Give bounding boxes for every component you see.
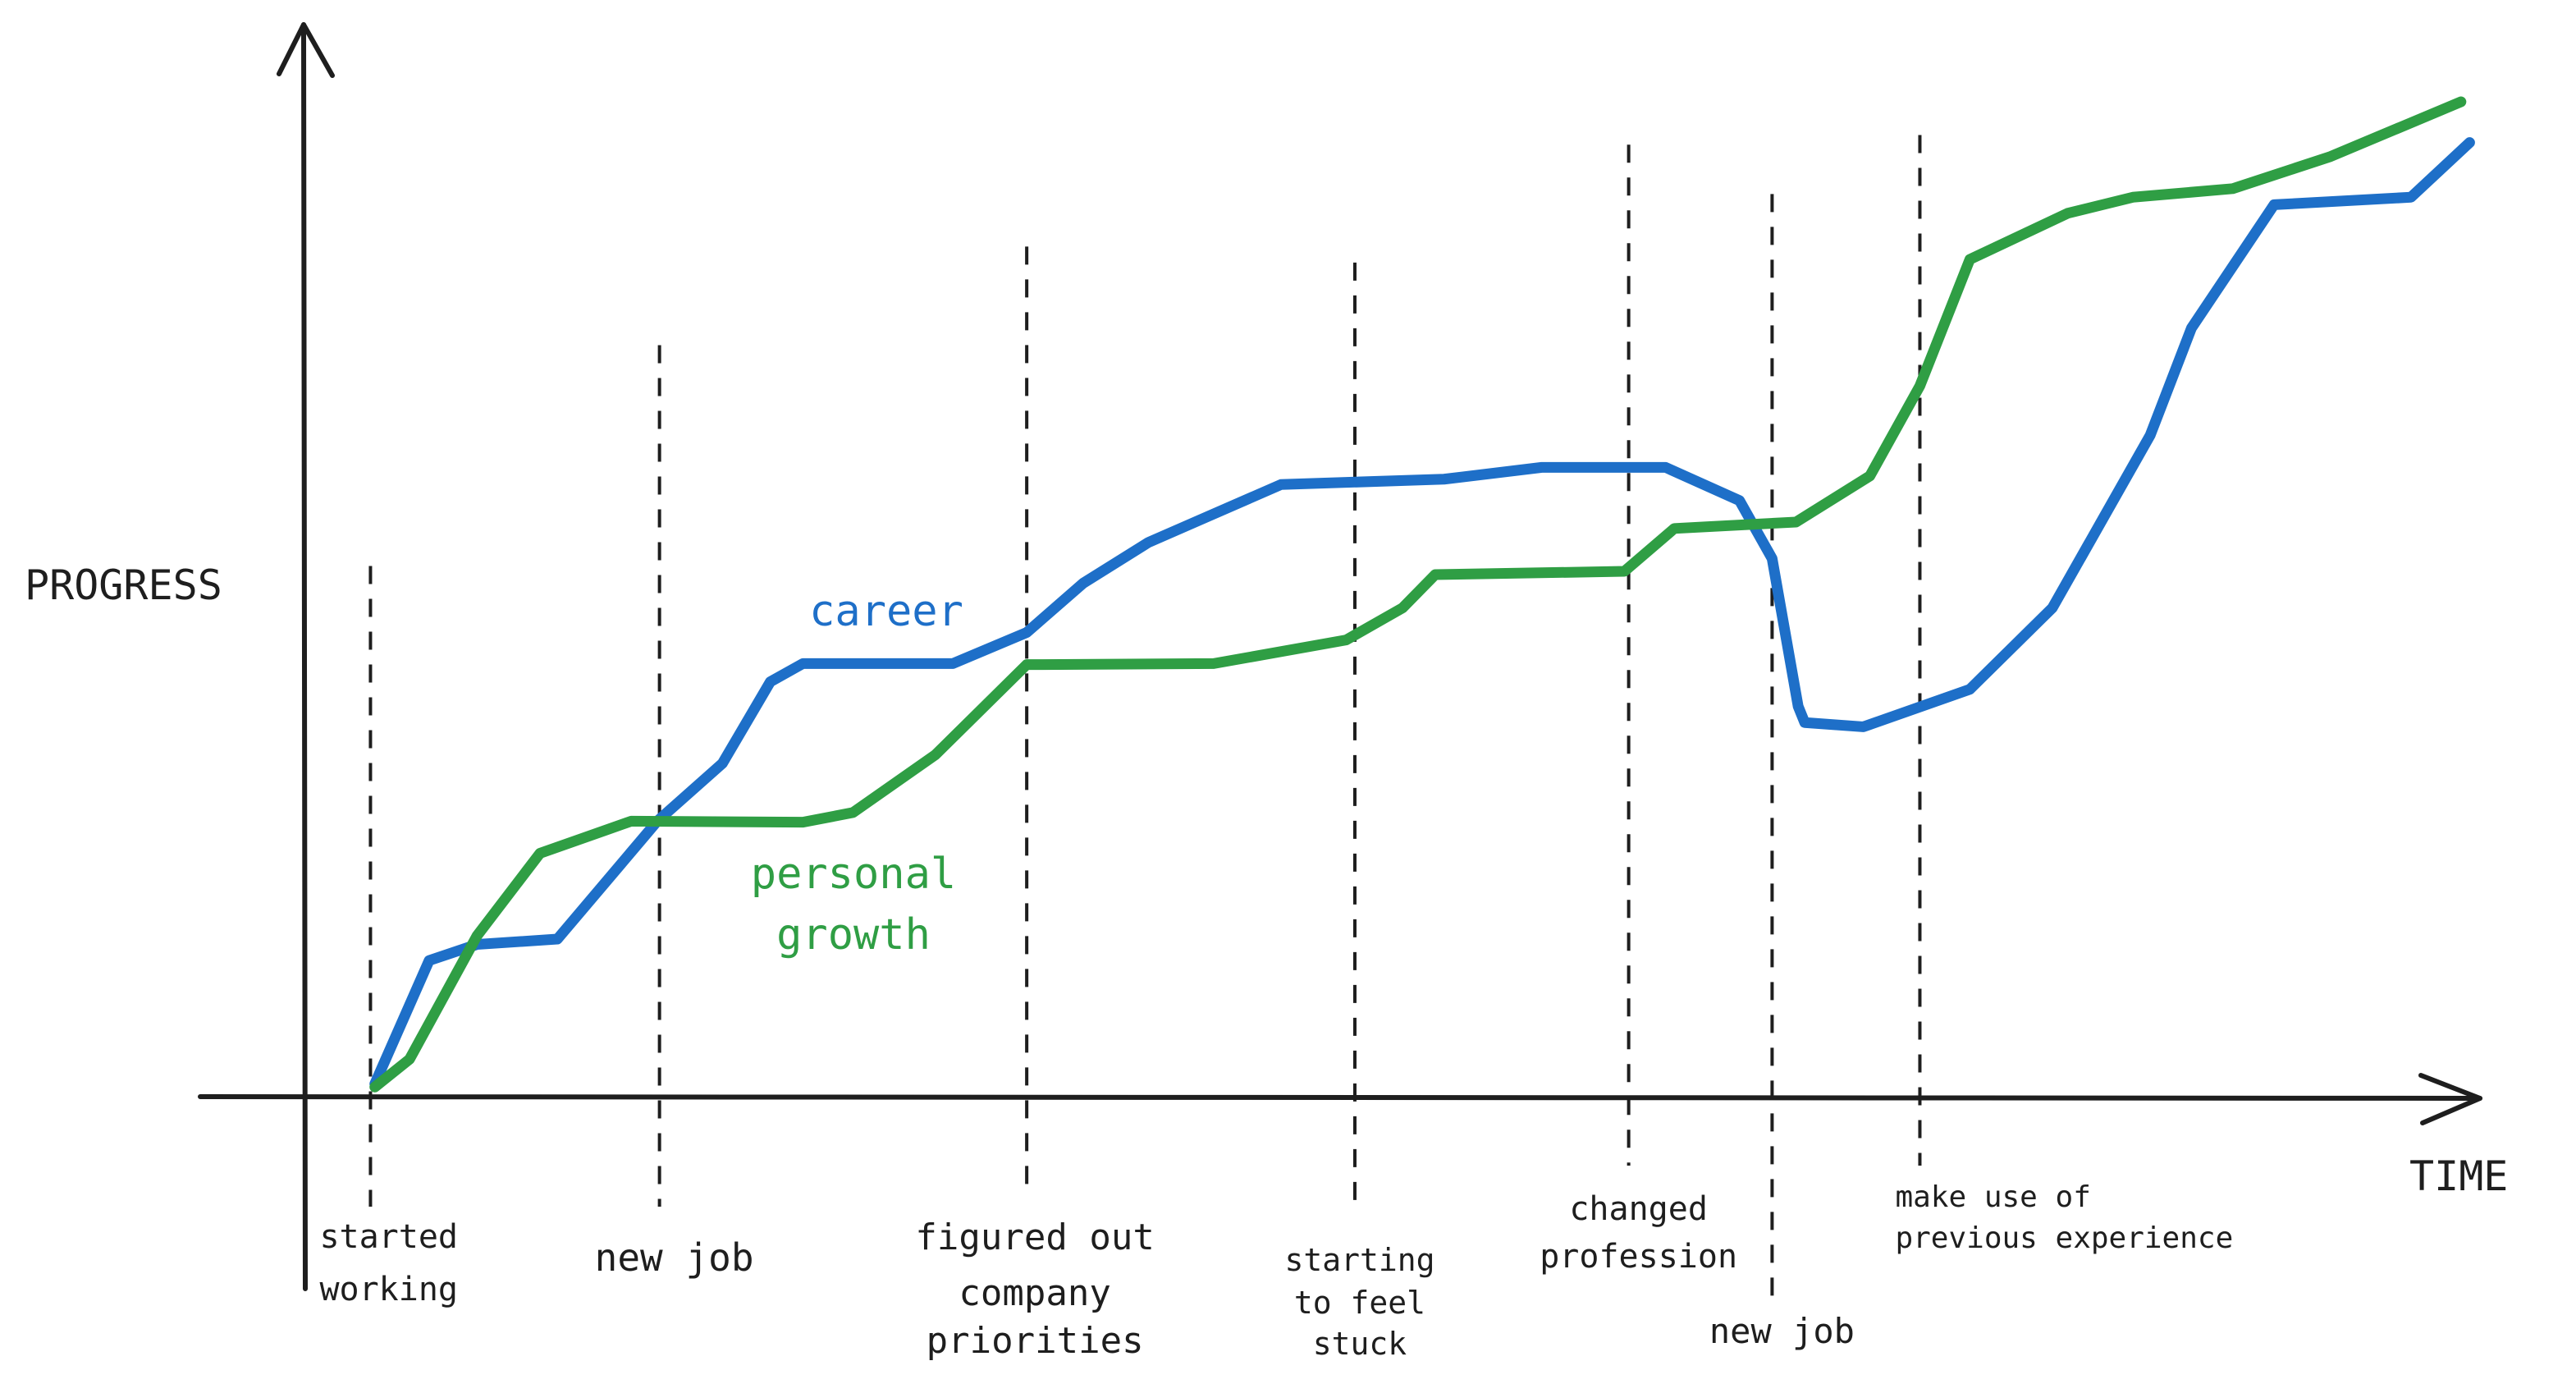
x-axis-label: TIME bbox=[2409, 1152, 2508, 1200]
event-label: make use of bbox=[1895, 1180, 2090, 1214]
series-label: growth bbox=[776, 910, 931, 960]
y-axis-label: PROGRESS bbox=[25, 561, 222, 609]
series-line bbox=[369, 137, 2475, 1089]
event-label: started bbox=[319, 1218, 458, 1256]
event-label: priorities bbox=[927, 1320, 1144, 1362]
event-label: figured out bbox=[915, 1217, 1154, 1258]
series-line bbox=[369, 96, 2467, 1093]
y-axis-arrow bbox=[277, 22, 335, 78]
event-label: new job bbox=[595, 1235, 754, 1280]
event-label: new job bbox=[1709, 1311, 1855, 1351]
series-label: personal bbox=[751, 850, 956, 899]
axes bbox=[198, 22, 2482, 1291]
x-axis bbox=[198, 1094, 2482, 1101]
y-axis bbox=[301, 22, 308, 1291]
event-label: changed bbox=[1569, 1190, 1708, 1228]
x-axis-arrow bbox=[2418, 1073, 2482, 1125]
event-label: starting bbox=[1284, 1242, 1434, 1278]
event-label: working bbox=[319, 1271, 458, 1308]
event-label: to feel bbox=[1294, 1285, 1425, 1321]
event-label: stuck bbox=[1313, 1326, 1407, 1362]
event-label: previous experience bbox=[1895, 1221, 2233, 1255]
event-label: profession bbox=[1540, 1238, 1737, 1276]
series-label: career bbox=[809, 587, 963, 636]
event-label: company bbox=[959, 1272, 1110, 1314]
